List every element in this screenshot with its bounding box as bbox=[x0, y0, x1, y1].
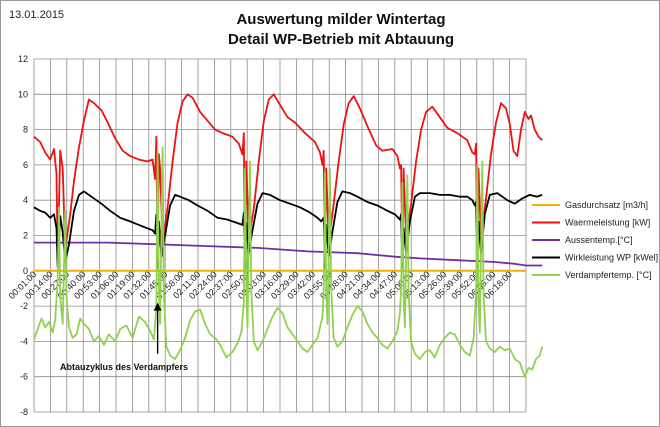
annotation-arrowhead bbox=[153, 302, 162, 311]
y-tick-label: 0 bbox=[23, 266, 28, 276]
gridlines bbox=[33, 58, 527, 413]
series-lines bbox=[33, 93, 544, 378]
y-tick-label: 8 bbox=[23, 125, 28, 135]
y-tick-label: 12 bbox=[18, 54, 28, 64]
date-label: 13.01.2015 bbox=[9, 9, 65, 21]
series-line-4 bbox=[33, 146, 544, 378]
legend-label-2: Aussentemp.[°C] bbox=[565, 235, 633, 245]
legend: Gasdurchsatz [m3/h] Waermeleistung [kW] Au… bbox=[532, 200, 658, 280]
annotation-text: Abtauzyklus des Verdampfers bbox=[60, 362, 188, 372]
legend-label-0: Gasdurchsatz [m3/h] bbox=[565, 200, 648, 210]
legend-label-1: Waermeleistung [kW] bbox=[565, 218, 650, 228]
legend-label-3: Wirkleistung WP [kWel] bbox=[565, 253, 658, 263]
y-tick-label: -4 bbox=[20, 336, 28, 346]
y-tick-label: 6 bbox=[23, 160, 28, 170]
series-line-2 bbox=[34, 241, 543, 267]
y-tick-label: 10 bbox=[18, 89, 28, 99]
y-tick-label: 2 bbox=[23, 231, 28, 241]
series-line-3 bbox=[33, 190, 543, 269]
chart-title-line1: Auswertung milder Wintertag bbox=[236, 11, 446, 28]
y-tick-label: -8 bbox=[20, 407, 28, 417]
y-tick-label: 4 bbox=[23, 195, 28, 205]
y-tick-label: -6 bbox=[20, 372, 28, 382]
y-tick-label: -2 bbox=[20, 301, 28, 311]
series-line-1 bbox=[33, 93, 543, 263]
chart-title-line2: Detail WP-Betrieb mit Abtauung bbox=[227, 31, 455, 48]
annotation: Abtauzyklus des Verdampfers bbox=[60, 302, 188, 372]
legend-label-4: Verdampfertemp. [°C] bbox=[565, 270, 652, 280]
